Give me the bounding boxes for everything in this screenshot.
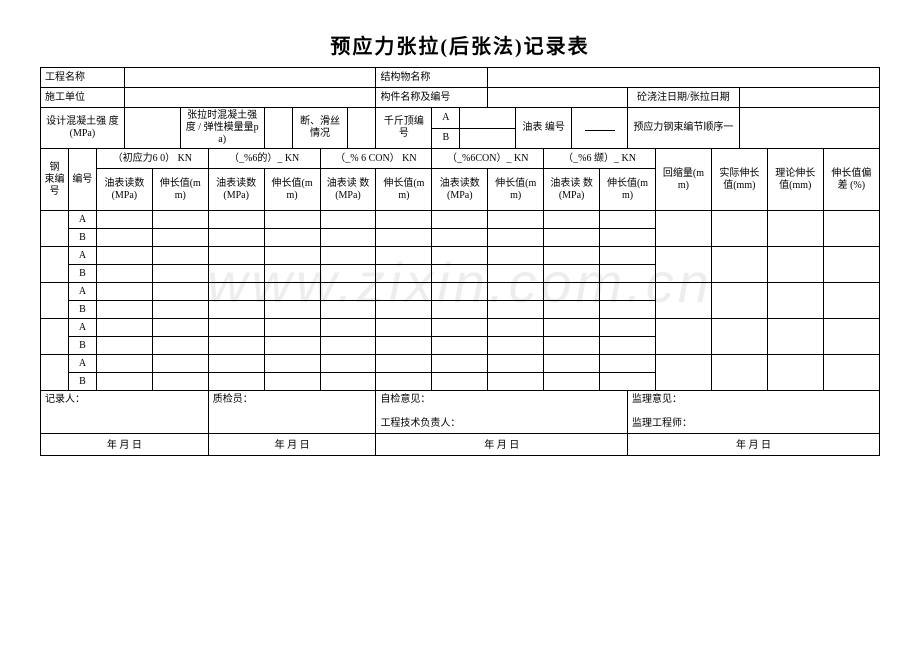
design-strength-label: 设计混凝土强 度(MPa) bbox=[41, 108, 125, 149]
col-gauge-3: 油表读 数(MPa) bbox=[320, 169, 376, 211]
project-name-label: 工程名称 bbox=[41, 68, 125, 88]
col-elong-1: 伸长值(mm) bbox=[152, 169, 208, 211]
deviation-label: 伸长值偏差 (%) bbox=[823, 149, 879, 211]
tension-strength-label: 张拉时混凝土强度 / 弹性模量量pa) bbox=[180, 108, 264, 149]
date-3: 年 月 日 bbox=[376, 434, 628, 456]
component-name-label: 构件名称及编号 bbox=[376, 88, 488, 108]
col-gauge-2: 油表读数(MPa) bbox=[208, 169, 264, 211]
ab-cell: A bbox=[68, 319, 96, 337]
stage-1: （初应力6 0） KN bbox=[96, 149, 208, 169]
ab-cell: B bbox=[68, 265, 96, 283]
tendon-no-value bbox=[739, 108, 879, 149]
ab-cell: B bbox=[68, 337, 96, 355]
col-gauge-1: 油表读数(MPa) bbox=[96, 169, 152, 211]
design-strength-value bbox=[124, 108, 180, 149]
break-slip-label: 断、滑丝情况 bbox=[292, 108, 348, 149]
project-name-value bbox=[124, 68, 376, 88]
date-4: 年 月 日 bbox=[628, 434, 880, 456]
construction-unit-value bbox=[124, 88, 376, 108]
construction-unit-label: 施工单位 bbox=[41, 88, 125, 108]
tendon-bundle-label: 钢 束编 号 bbox=[41, 149, 69, 211]
theory-elong-label: 理论伸长值(mm) bbox=[767, 149, 823, 211]
col-elong-3: 伸长值(mm) bbox=[376, 169, 432, 211]
supervisor-label: 监理意见： 监理工程师： bbox=[628, 391, 880, 434]
jack-b-value bbox=[460, 128, 516, 149]
recorder-label: 记录人： bbox=[41, 391, 209, 434]
col-elong-2: 伸长值(mm) bbox=[264, 169, 320, 211]
ab-cell: A bbox=[68, 211, 96, 229]
ab-cell: B bbox=[68, 229, 96, 247]
actual-elong-label: 实际伸长值(mm) bbox=[711, 149, 767, 211]
ab-cell: A bbox=[68, 283, 96, 301]
ab-cell: A bbox=[68, 355, 96, 373]
jack-no-label: 千斤顶编号 bbox=[376, 108, 432, 149]
col-gauge-5: 油表读 数(MPa) bbox=[544, 169, 600, 211]
sub-no-label: 编号 bbox=[68, 149, 96, 211]
pour-date-label: 砼浇注日期/张拉日期 bbox=[628, 88, 740, 108]
col-elong-5: 伸长值(mm) bbox=[600, 169, 656, 211]
b-label: B bbox=[432, 128, 460, 149]
self-check-label: 自检意见： 工程技术负责人： bbox=[376, 391, 628, 434]
col-gauge-4: 油表读数(MPa) bbox=[432, 169, 488, 211]
tendon-no-label: 预应力钢束编节顺序一 bbox=[628, 108, 740, 149]
component-name-value bbox=[488, 88, 628, 108]
gauge-no-value bbox=[572, 108, 628, 149]
ab-cell: B bbox=[68, 301, 96, 319]
jack-a-value bbox=[460, 108, 516, 129]
ab-cell: A bbox=[68, 247, 96, 265]
stage-5: （_%6 缬）_ KN bbox=[544, 149, 656, 169]
col-elong-4: 伸长值(mm) bbox=[488, 169, 544, 211]
ab-cell: B bbox=[68, 373, 96, 391]
structure-name-value bbox=[488, 68, 880, 88]
structure-name-label: 结构物名称 bbox=[376, 68, 488, 88]
retract-label: 回缩量(mm) bbox=[655, 149, 711, 211]
date-2: 年 月 日 bbox=[208, 434, 376, 456]
tension-strength-value bbox=[264, 108, 292, 149]
record-table: 工程名称 结构物名称 施工单位 构件名称及编号 砼浇注日期/张拉日期 设计混凝土… bbox=[40, 67, 880, 456]
break-slip-value bbox=[348, 108, 376, 149]
pour-date-value bbox=[739, 88, 879, 108]
date-1: 年 月 日 bbox=[41, 434, 209, 456]
stage-4: （_%6CON）_ KN bbox=[432, 149, 544, 169]
inspector-label: 质检员： bbox=[208, 391, 376, 434]
gauge-no-label: 油表 编号 bbox=[516, 108, 572, 149]
stage-3: （_% 6 CON） KN bbox=[320, 149, 432, 169]
stage-2: （_%6的）_ KN bbox=[208, 149, 320, 169]
a-label: A bbox=[432, 108, 460, 129]
page-title: 预应力张拉(后张法)记录表 bbox=[40, 30, 880, 59]
